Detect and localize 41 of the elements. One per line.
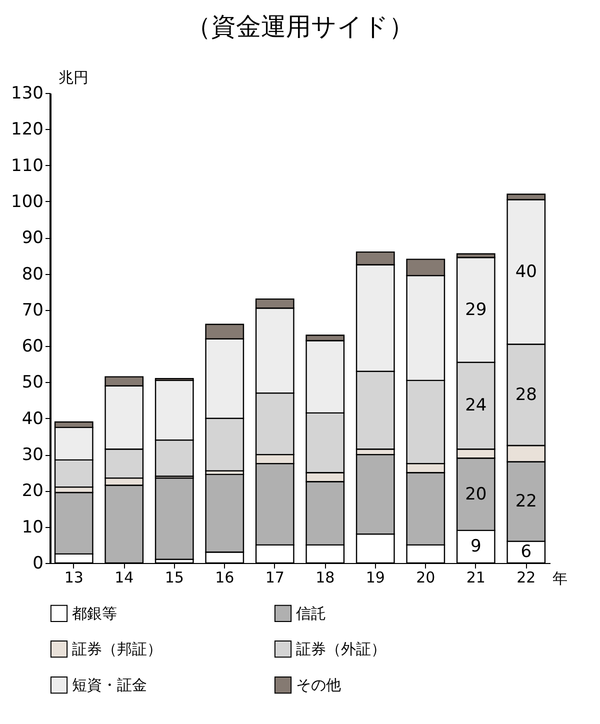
data-label: 40 [515, 262, 537, 282]
x-tick-label: 13 [64, 568, 84, 586]
y-axis-title: 兆円 [58, 68, 88, 86]
data-label: 24 [465, 396, 487, 416]
x-tick-label: 14 [114, 568, 134, 586]
legend-label: 証券（外証） [296, 640, 386, 658]
legend-label: その他 [296, 676, 341, 694]
data-label: 20 [465, 484, 487, 504]
y-tick-label: 90 [22, 228, 44, 248]
y-tick-label: 0 [32, 554, 44, 574]
x-tick-label: 20 [416, 568, 436, 586]
legend-label: 短資・証金 [72, 676, 147, 694]
y-tick-label: 80 [22, 264, 44, 284]
x-tick-label: 19 [366, 568, 385, 586]
data-label: 29 [465, 300, 487, 320]
y-tick-label: 60 [22, 336, 44, 357]
y-tick-label: 40 [22, 408, 44, 429]
x-tick-label: 17 [265, 568, 284, 586]
data-label: 28 [515, 384, 537, 405]
data-label: 9 [470, 536, 482, 557]
y-tick-label: 130 [11, 84, 44, 104]
data-label: 6 [520, 542, 532, 562]
y-tick-label: 110 [11, 156, 44, 176]
y-tick-label: 120 [11, 120, 44, 140]
legend-label: 証券（邦証） [72, 640, 162, 658]
legend-label: 都銀等 [72, 604, 117, 622]
y-tick-label: 100 [11, 192, 44, 212]
x-tick-label: 18 [316, 568, 335, 586]
data-label: 22 [515, 492, 537, 512]
legend-label: 信託 [296, 604, 326, 622]
y-tick-label: 50 [22, 372, 44, 393]
x-axis-title: 年 [552, 570, 568, 588]
y-tick-label: 10 [22, 517, 44, 538]
y-tick-label: 70 [22, 300, 44, 320]
x-tick-label: 21 [466, 568, 486, 586]
y-tick-label: 20 [22, 481, 44, 502]
chart-title: （資金運用サイド） [186, 12, 414, 41]
x-tick-label: 16 [215, 568, 234, 586]
x-tick-label: 15 [164, 568, 184, 586]
y-tick-label: 30 [22, 445, 44, 466]
x-tick-label: 22 [516, 568, 536, 586]
